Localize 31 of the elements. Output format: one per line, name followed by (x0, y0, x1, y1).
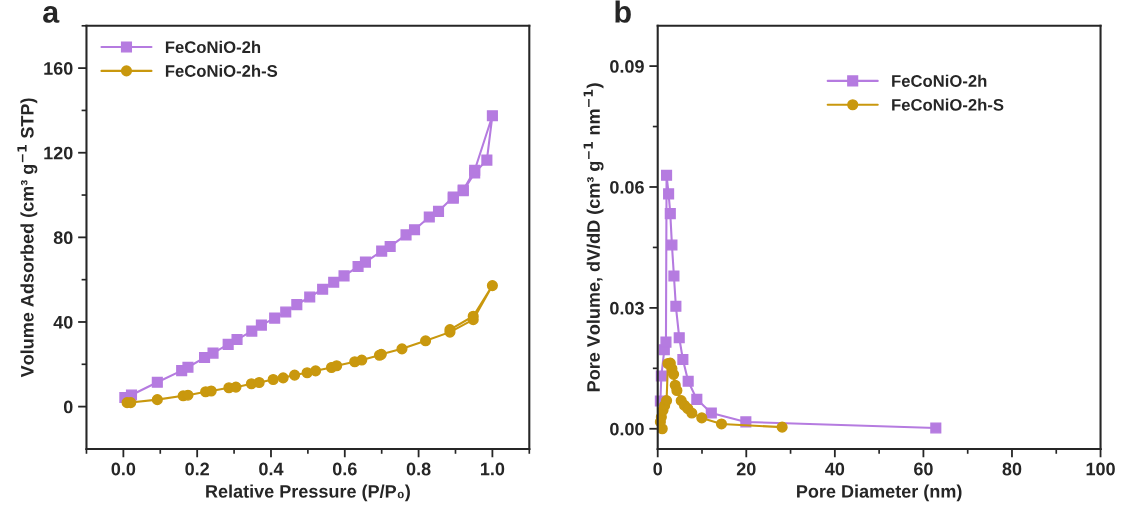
x-tick-label: 1.0 (480, 462, 505, 476)
chart-title: a (43, 6, 60, 23)
y-axis-title: Volume Adsorbed (cm³ g$^{−1}$ STP) (17, 98, 38, 378)
y-tick-label: 80 (53, 231, 73, 245)
x-axis-title: Relative Pressure (P/P₀) (206, 484, 410, 502)
x-tick-label: 100 (1086, 462, 1115, 476)
x-tick-label: 0.2 (185, 462, 210, 476)
legend-label: FeCoNiO-2h (892, 74, 987, 87)
x-tick-label: 60 (914, 462, 933, 476)
y-axis-title: Pore Volume, dV/dD (cm³ g$^{−1}$ nm$^{−1}$) (583, 83, 604, 392)
legend-label: FeCoNiO-2h-S (892, 98, 1004, 111)
y-tick-label: 0.00 (610, 422, 644, 436)
y-tick-label: 0 (63, 400, 73, 414)
x-tick-label: 20 (736, 462, 756, 476)
x-tick-label: 0.6 (332, 462, 357, 476)
x-tick-label: 0.8 (406, 462, 431, 476)
chart-title: b (615, 0, 631, 23)
y-tick-label: 120 (44, 146, 73, 160)
x-axis-title: Pore Diameter (nm) (797, 484, 962, 502)
x-tick-label: 80 (1002, 462, 1022, 476)
x-tick-label: 0.0 (111, 462, 136, 476)
x-tick-label: 40 (825, 462, 845, 476)
y-tick-label: 0.09 (610, 60, 644, 73)
y-tick-label: 0.03 (610, 301, 644, 315)
y-tick-label: 0.06 (610, 180, 644, 194)
y-tick-label: 40 (53, 315, 73, 329)
y-tick-label: 160 (44, 62, 73, 75)
legend-label: FeCoNiO-2h (165, 40, 261, 54)
x-tick-label: 0 (653, 462, 662, 476)
x-tick-label: 0.4 (259, 462, 284, 476)
legend-label: FeCoNiO-2h-S (165, 64, 278, 77)
